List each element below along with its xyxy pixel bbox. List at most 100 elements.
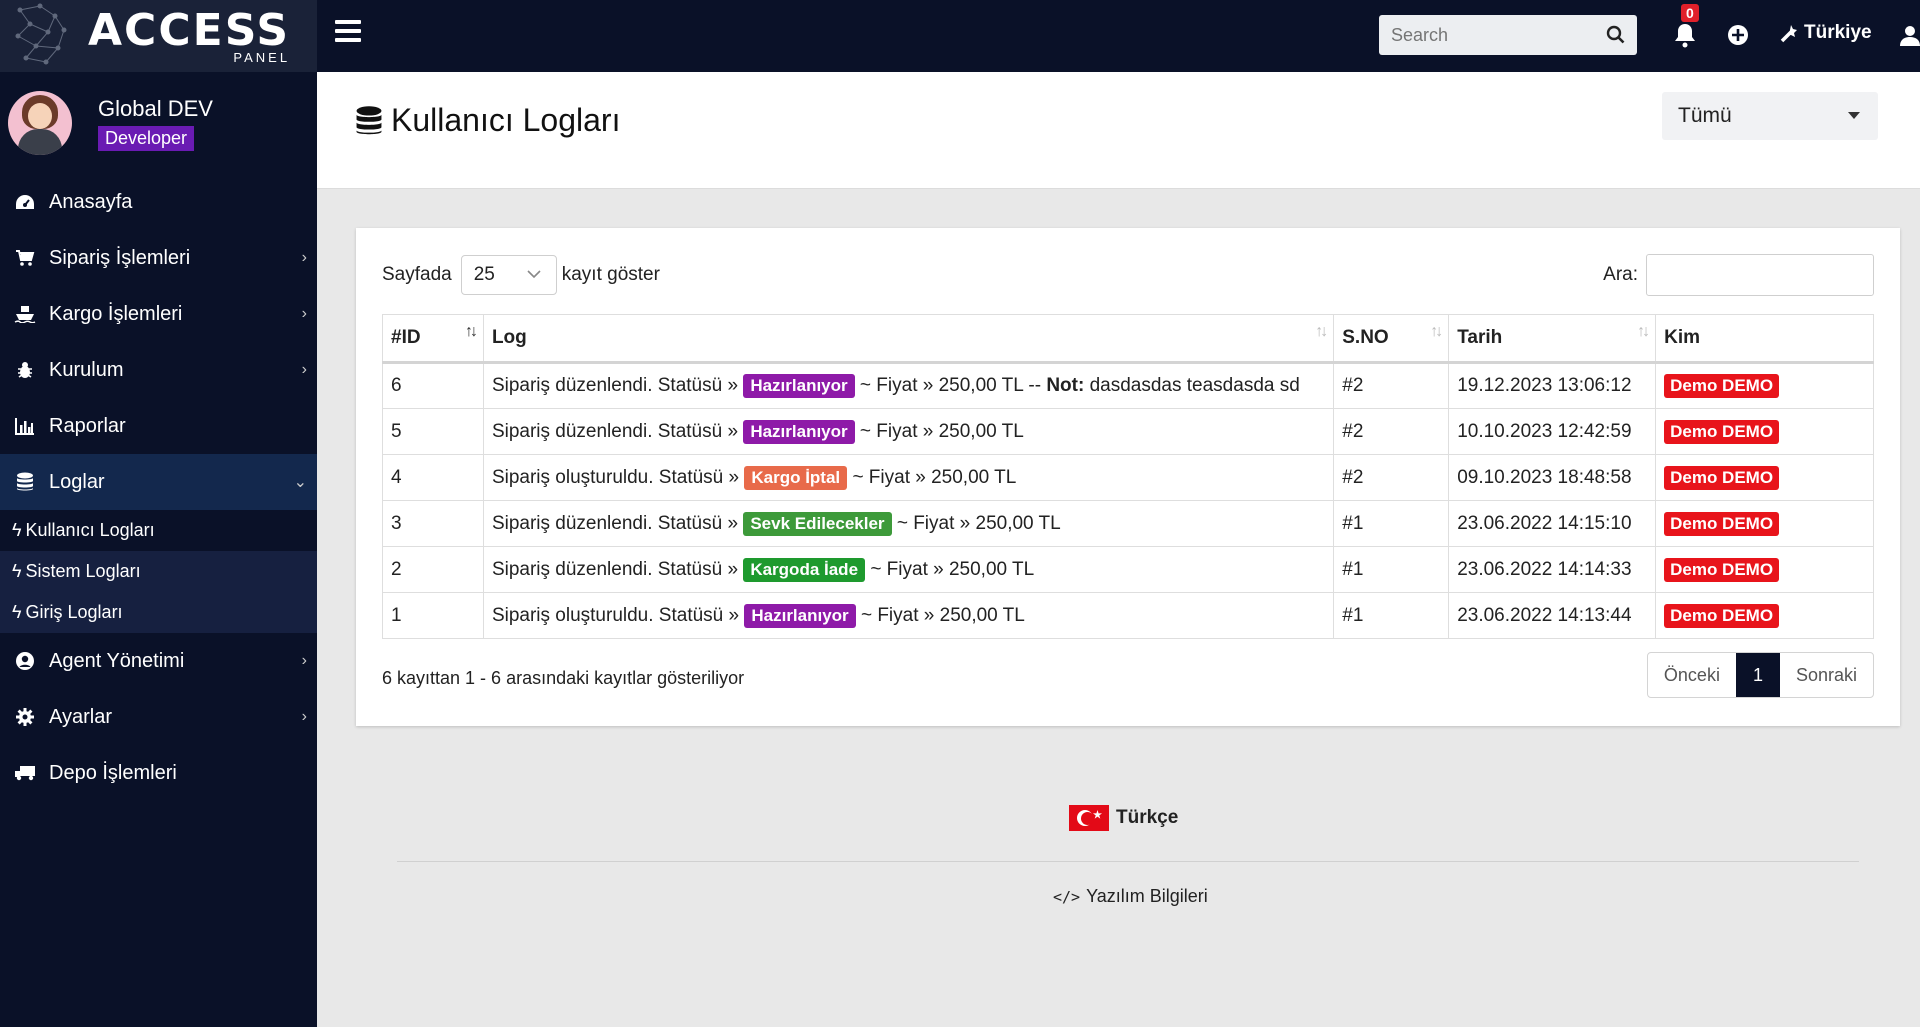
search-icon[interactable]: [1606, 25, 1625, 44]
status-badge: Kargoda İade: [743, 557, 866, 582]
user-badge[interactable]: Demo DEMO: [1664, 419, 1780, 444]
log-text: Sipariş oluşturuldu. Statüsü »: [491, 604, 740, 626]
column-header-log[interactable]: Log ↑↓: [482, 314, 1335, 364]
user-badge[interactable]: Demo DEMO: [1664, 511, 1780, 536]
current-page-button[interactable]: 1: [1735, 653, 1780, 697]
cell-who: Demo DEMO: [1655, 408, 1874, 455]
user-icon[interactable]: [1899, 24, 1920, 46]
menu-toggle-icon[interactable]: [335, 20, 361, 42]
notification-badge: 0: [1681, 4, 1699, 22]
user-badge[interactable]: Demo DEMO: [1664, 374, 1780, 398]
note-label: Not:: [1046, 375, 1085, 396]
page-length-select[interactable]: 25: [460, 255, 557, 295]
cell-id: 1: [382, 592, 484, 639]
submenu-item-kullanici-loglari[interactable]: ϟ Kullanıcı Logları: [0, 510, 317, 551]
cell-who: Demo DEMO: [1655, 362, 1874, 409]
table-row: 5 Sipariş düzenlendi. Statüsü » Hazırlanı…: [382, 408, 1874, 455]
footer-language-label: Türkçe: [1116, 807, 1179, 828]
sidebar-item-loglar[interactable]: Loglar ⌄: [0, 454, 317, 510]
page-length-value: 25: [473, 264, 495, 285]
sidebar-item-depo[interactable]: Depo İşlemleri: [0, 745, 317, 801]
table-row: 4 Sipariş oluşturuldu. Statüsü » Kargo İp…: [382, 454, 1874, 501]
log-text: Sipariş oluşturuldu. Statüsü »: [491, 466, 740, 488]
sidebar-item-agent[interactable]: Agent Yönetimi ›: [0, 633, 317, 689]
add-circle-icon[interactable]: [1727, 24, 1749, 46]
log-price-text: ~ Fiyat » 250,00 TL: [896, 512, 1061, 534]
user-badge[interactable]: Demo DEMO: [1664, 465, 1780, 490]
database-icon: [14, 471, 36, 493]
cell-date: 10.10.2023 12:42:59: [1448, 408, 1657, 455]
footer-language[interactable]: ★ Türkçe: [1069, 805, 1178, 831]
user-badge[interactable]: Demo DEMO: [1664, 557, 1780, 582]
sidebar-item-label: Kargo İşlemleri: [49, 302, 183, 325]
status-badge: Hazırlanıyor: [743, 419, 855, 444]
gear-icon: [14, 706, 36, 728]
page-title-text: Kullanıcı Logları: [391, 102, 621, 138]
logs-table: #ID ↑↓ Log ↑↓ S.NO ↑↓ Tarih ↑↓ Kim 6 Sipariş …: [382, 314, 1874, 639]
filter-select[interactable]: Tümü: [1662, 92, 1878, 140]
column-header-sno[interactable]: S.NO ↑↓: [1333, 314, 1450, 364]
software-info-link[interactable]: </> Yazılım Bilgileri: [1053, 886, 1208, 907]
cell-log: Sipariş oluşturuldu. Statüsü » Kargo İpt…: [482, 454, 1335, 501]
log-text: Sipariş düzenlendi. Statüsü »: [491, 375, 739, 396]
table-search-input[interactable]: [1646, 254, 1874, 296]
top-search: [1379, 15, 1637, 55]
cell-id: 3: [382, 500, 484, 547]
table-info: 6 kayıttan 1 - 6 arasındaki kayıtlar gös…: [382, 668, 745, 688]
bug-icon: [14, 359, 36, 381]
log-price-text: ~ Fiyat » 250,00 TL --: [859, 375, 1042, 396]
length-control: Sayfada 25 kayıt göster: [382, 255, 660, 295]
cell-who: Demo DEMO: [1655, 546, 1874, 593]
status-badge: Sevk Edilecekler: [743, 511, 892, 536]
sidebar-item-label: Depo İşlemleri: [49, 761, 177, 784]
sidebar: ACCESS PANEL Global DEV Developer Anasay…: [0, 0, 317, 1027]
log-price-text: ~ Fiyat » 250,00 TL: [870, 558, 1035, 580]
sidebar-item-label: Kurulum: [49, 358, 124, 381]
table-row: 1 Sipariş oluşturuldu. Statüsü » Hazırlan…: [382, 592, 1874, 639]
submenu-item-giris-loglari[interactable]: ϟ Giriş Logları: [0, 592, 317, 633]
language-selector[interactable]: Türkiye: [1780, 22, 1872, 44]
sidebar-item-anasayfa[interactable]: Anasayfa: [0, 174, 317, 230]
software-info-label: Yazılım Bilgileri: [1086, 886, 1208, 906]
submenu-item-label: Kullanıcı Logları: [25, 520, 155, 540]
language-label: Türkiye: [1804, 22, 1872, 43]
logs-card: Sayfada 25 kayıt göster Ara: #ID ↑↓ Log ↑↓…: [356, 228, 1900, 726]
cell-sno: #2: [1333, 408, 1450, 455]
user-role-badge: Developer: [98, 125, 195, 151]
topbar: 0 Türkiye: [317, 0, 1920, 72]
sidebar-item-siparis[interactable]: Sipariş İşlemleri ›: [0, 230, 317, 286]
cell-sno: #2: [1333, 454, 1450, 501]
column-header-id[interactable]: #ID ↑↓: [382, 314, 484, 364]
cell-date: 09.10.2023 18:48:58: [1448, 454, 1657, 501]
sidebar-item-raporlar[interactable]: Raporlar: [0, 398, 317, 454]
column-header-tarih[interactable]: Tarih ↑↓: [1448, 314, 1657, 364]
cell-date: 23.06.2022 14:13:44: [1448, 592, 1657, 639]
column-header-kim[interactable]: Kim: [1655, 314, 1874, 364]
cell-log: Sipariş düzenlendi. Statüsü » Kargoda İa…: [482, 546, 1335, 593]
user-badge[interactable]: Demo DEMO: [1664, 603, 1780, 628]
page-header: Kullanıcı Logları Tümü: [317, 72, 1920, 189]
cell-log: Sipariş oluşturuldu. Statüsü » Hazırlanı…: [482, 592, 1335, 639]
bar-chart-icon: [14, 415, 36, 437]
chevron-down-icon: [527, 270, 541, 279]
note-text: dasdasdas teasdasda sd: [1089, 375, 1300, 396]
page-title: Kullanıcı Logları: [355, 102, 620, 139]
sidebar-item-kargo[interactable]: Kargo İşlemleri ›: [0, 286, 317, 342]
filter-select-value: Tümü: [1678, 104, 1732, 127]
submenu-item-sistem-loglari[interactable]: ϟ Sistem Logları: [0, 551, 317, 592]
sidebar-item-ayarlar[interactable]: Ayarlar ›: [0, 689, 317, 745]
code-icon: </>: [1053, 887, 1081, 906]
sidebar-item-label: Raporlar: [49, 414, 126, 437]
bell-icon[interactable]: [1673, 22, 1697, 48]
submenu-item-label: Giriş Logları: [25, 602, 123, 622]
sort-icon: ↑↓: [1430, 323, 1443, 340]
table-row: 3 Sipariş düzenlendi. Statüsü » Sevk Edil…: [382, 500, 1874, 547]
loglar-submenu: ϟ Kullanıcı Logları ϟ Sistem Logları ϟ G…: [0, 510, 317, 633]
sidebar-item-kurulum[interactable]: Kurulum ›: [0, 342, 317, 398]
brand-logo[interactable]: ACCESS PANEL: [0, 0, 317, 72]
search-input[interactable]: [1379, 24, 1589, 46]
sort-icon: ↑↓: [464, 323, 478, 340]
next-page-button[interactable]: Sonraki: [1795, 664, 1857, 685]
prev-page-button[interactable]: Önceki: [1663, 664, 1720, 685]
database-icon: [356, 105, 382, 134]
